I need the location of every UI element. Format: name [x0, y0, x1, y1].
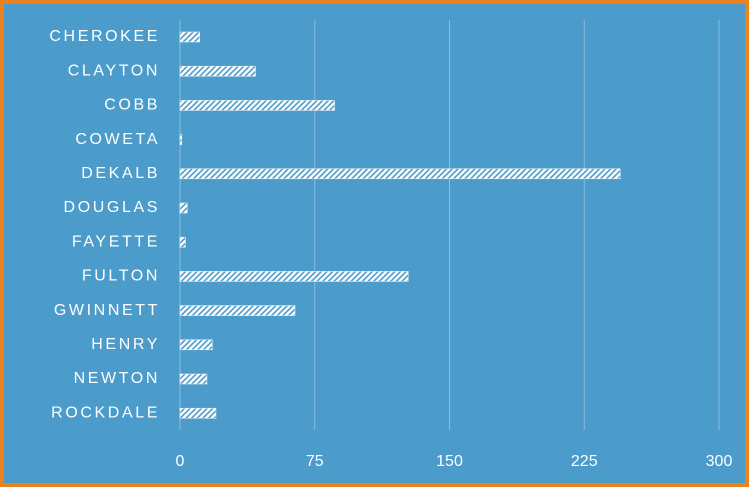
bar [179, 168, 621, 180]
bar [179, 100, 335, 111]
x-tick-label: 0 [176, 453, 185, 470]
bar [179, 339, 213, 351]
x-tick-label: 225 [571, 453, 598, 470]
bar [179, 65, 256, 77]
x-tick-label: 300 [706, 453, 733, 470]
y-tick-label: CHEROKEE [49, 28, 160, 45]
bar [179, 134, 183, 145]
plot-background [4, 4, 745, 483]
y-tick-label: DOUGLAS [64, 199, 160, 216]
bar [179, 202, 188, 214]
y-tick-label: NEWTON [74, 370, 160, 387]
bar [179, 305, 296, 316]
x-tick-label: 150 [436, 453, 463, 470]
y-tick-label: COBB [104, 97, 160, 114]
bar [179, 271, 409, 282]
y-tick-label: HENRY [91, 336, 160, 353]
bar [179, 373, 208, 385]
y-tick-label: COWETA [75, 131, 160, 148]
y-tick-label: FULTON [82, 268, 160, 285]
y-tick-label: CLAYTON [68, 62, 160, 79]
y-tick-label: FAYETTE [72, 233, 160, 250]
y-tick-label: GWINNETT [54, 302, 160, 319]
bar [179, 407, 217, 419]
bar [179, 31, 201, 43]
y-tick-label: DEKALB [81, 165, 160, 182]
y-tick-label: ROCKDALE [51, 404, 160, 421]
x-tick-label: 75 [306, 453, 324, 470]
bar [179, 236, 186, 248]
